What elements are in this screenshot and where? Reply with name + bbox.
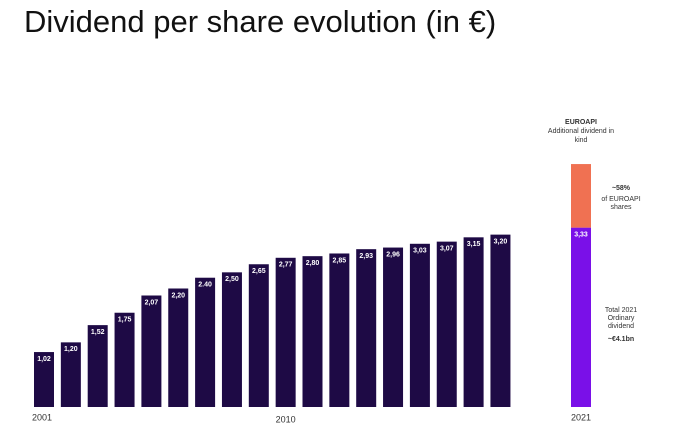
bar xyxy=(195,277,216,407)
bar xyxy=(114,312,135,407)
bar xyxy=(356,249,377,407)
annotation: Total 2021 xyxy=(605,307,637,314)
value-label: 2,20 xyxy=(171,292,185,299)
value-label: 2,96 xyxy=(386,251,400,258)
annotation: Ordinary xyxy=(608,315,635,322)
value-label: 1,75 xyxy=(118,317,132,324)
annotation: ~€4.1bn xyxy=(608,336,634,343)
value-label: 3,15 xyxy=(467,241,481,248)
value-label: 2,65 xyxy=(252,268,266,275)
bar xyxy=(248,264,269,407)
value-label: 3,03 xyxy=(413,248,427,255)
annotation: of EUROAPI xyxy=(601,196,640,203)
bar xyxy=(329,253,350,407)
bar xyxy=(571,164,591,228)
annotation: ~58% xyxy=(612,185,631,192)
annotation: kind xyxy=(575,137,588,144)
value-label: 2,07 xyxy=(145,299,159,306)
value-label: 2,50 xyxy=(225,276,239,283)
value-label: 2,85 xyxy=(333,257,347,264)
value-label: 2,93 xyxy=(359,253,373,260)
bar xyxy=(168,288,189,407)
x-tick-label: 2001 xyxy=(32,412,52,422)
bar xyxy=(571,227,591,407)
bar xyxy=(34,352,54,407)
value-label: 1,02 xyxy=(37,356,51,363)
annotation: Additional dividend in xyxy=(548,128,614,135)
x-tick-label: 2021 xyxy=(571,412,591,422)
bar xyxy=(275,257,296,407)
value-label: 1,52 xyxy=(91,329,105,336)
annotation: dividend xyxy=(608,323,634,330)
value-label: 2,77 xyxy=(279,262,293,269)
bar xyxy=(221,272,242,407)
value-label: 3,20 xyxy=(494,238,508,245)
bar xyxy=(87,325,108,407)
bar xyxy=(141,295,162,407)
bar xyxy=(436,241,457,407)
annotation: shares xyxy=(610,204,632,211)
bar xyxy=(302,256,323,407)
x-tick-label: 2010 xyxy=(276,414,296,424)
annotation: EUROAPI xyxy=(565,119,597,126)
value-label: 3,33 xyxy=(574,231,588,238)
bar xyxy=(463,237,484,407)
bar xyxy=(409,243,430,407)
value-label: 1,20 xyxy=(64,346,78,353)
bar xyxy=(60,342,81,407)
value-label: 2.40 xyxy=(198,282,212,289)
chart-title: Dividend per share evolution (in €) xyxy=(24,4,496,39)
bar xyxy=(383,247,404,407)
value-label: 3,07 xyxy=(440,245,454,252)
value-label: 2,80 xyxy=(306,260,320,267)
bar xyxy=(490,234,511,407)
